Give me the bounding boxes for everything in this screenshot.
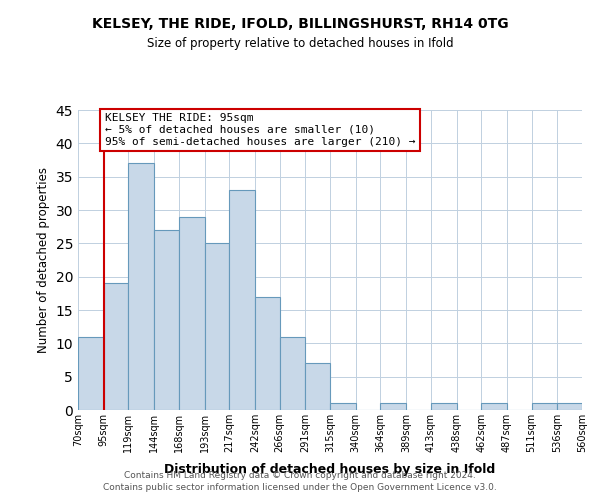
Bar (305, 364, 330, 410)
Bar (104, 284, 128, 410)
Bar (280, 336, 305, 410)
Bar (154, 230, 179, 410)
Bar (532, 404, 557, 410)
Y-axis label: Number of detached properties: Number of detached properties (37, 167, 50, 353)
Text: KELSEY, THE RIDE, IFOLD, BILLINGSHURST, RH14 0TG: KELSEY, THE RIDE, IFOLD, BILLINGSHURST, … (92, 18, 508, 32)
Bar (229, 190, 255, 410)
Bar (128, 164, 154, 410)
Bar (431, 404, 457, 410)
Bar (481, 404, 507, 410)
Text: Contains HM Land Registry data © Crown copyright and database right 2024.: Contains HM Land Registry data © Crown c… (124, 471, 476, 480)
X-axis label: Distribution of detached houses by size in Ifold: Distribution of detached houses by size … (164, 464, 496, 476)
Text: Size of property relative to detached houses in Ifold: Size of property relative to detached ho… (146, 38, 454, 51)
Bar (255, 296, 280, 410)
Bar (330, 404, 356, 410)
Text: Contains public sector information licensed under the Open Government Licence v3: Contains public sector information licen… (103, 484, 497, 492)
Bar (78, 336, 104, 410)
Bar (179, 216, 205, 410)
Bar (380, 404, 406, 410)
Bar (557, 404, 582, 410)
Text: KELSEY THE RIDE: 95sqm
← 5% of detached houses are smaller (10)
95% of semi-deta: KELSEY THE RIDE: 95sqm ← 5% of detached … (105, 114, 415, 146)
Bar (205, 244, 229, 410)
